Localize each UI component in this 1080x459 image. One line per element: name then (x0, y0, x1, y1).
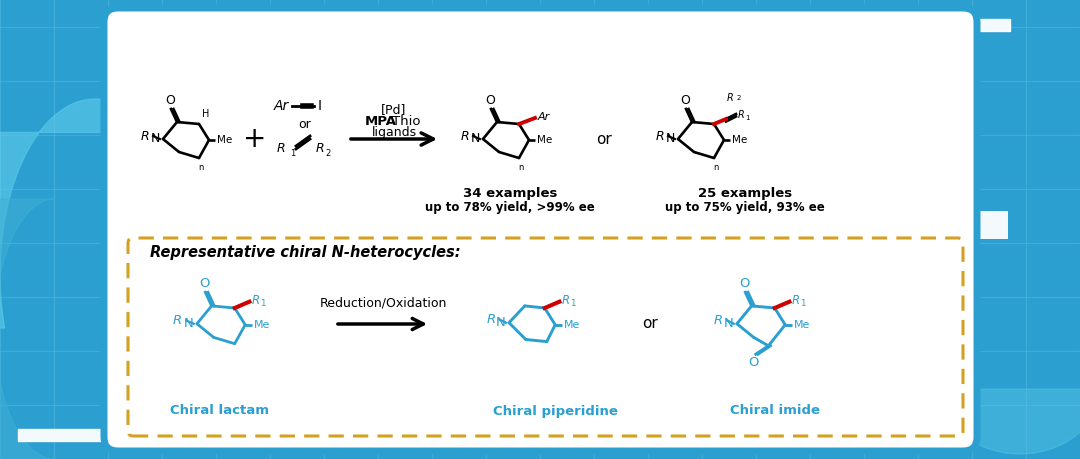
Text: I: I (318, 99, 322, 113)
Text: O: O (165, 94, 175, 107)
Text: Me: Me (217, 135, 232, 145)
Text: n: n (518, 163, 524, 172)
Text: Me: Me (254, 320, 270, 330)
Text: N: N (665, 133, 675, 146)
Text: 2: 2 (325, 149, 330, 157)
Text: Ar: Ar (273, 99, 289, 113)
Text: R: R (316, 141, 325, 155)
Text: R: R (460, 129, 469, 142)
Text: 34 examples: 34 examples (463, 187, 557, 201)
Bar (968, 211, 1008, 239)
Text: Representative chiral N-heterocycles:: Representative chiral N-heterocycles: (150, 245, 461, 259)
Text: ligands: ligands (372, 126, 417, 139)
Text: [Pd]: [Pd] (381, 103, 407, 116)
Text: Chiral piperidine: Chiral piperidine (492, 404, 618, 418)
Text: R: R (727, 93, 733, 103)
Text: up to 78% yield, >99% ee: up to 78% yield, >99% ee (426, 202, 595, 214)
Text: Thio: Thio (392, 115, 420, 128)
Text: R: R (276, 141, 285, 155)
Text: O: O (485, 94, 495, 107)
Text: R: R (140, 129, 149, 142)
Text: Chiral imide: Chiral imide (730, 404, 820, 418)
Text: O: O (199, 277, 210, 290)
Text: 25 examples: 25 examples (698, 187, 792, 201)
Text: R: R (486, 313, 496, 326)
Text: MPA: MPA (365, 115, 397, 128)
Text: or: or (596, 131, 612, 146)
Text: 1: 1 (745, 115, 750, 121)
Polygon shape (940, 389, 1080, 454)
Text: R: R (173, 314, 183, 327)
Text: or: or (643, 317, 658, 331)
FancyBboxPatch shape (129, 238, 963, 436)
Text: +: + (243, 125, 267, 153)
Text: or: or (299, 118, 311, 130)
Text: R: R (714, 314, 724, 327)
Polygon shape (0, 199, 55, 459)
Text: 1: 1 (260, 299, 266, 308)
Text: Reduction/Oxidation: Reduction/Oxidation (320, 296, 447, 309)
Text: Chiral lactam: Chiral lactam (171, 404, 270, 418)
Text: R: R (656, 129, 664, 142)
Text: R: R (738, 110, 745, 120)
Text: Me: Me (564, 320, 580, 330)
Text: N: N (471, 133, 480, 146)
Text: R: R (562, 294, 569, 307)
Text: up to 75% yield, 93% ee: up to 75% yield, 93% ee (665, 202, 825, 214)
Text: Ar: Ar (538, 112, 550, 122)
Text: N: N (184, 317, 193, 330)
Text: 2: 2 (737, 95, 741, 101)
Text: n: n (713, 163, 718, 172)
Text: R: R (252, 294, 259, 307)
Text: O: O (748, 356, 759, 369)
Text: N: N (724, 317, 733, 330)
Text: Me: Me (537, 135, 552, 145)
FancyBboxPatch shape (104, 8, 977, 451)
Text: O: O (739, 277, 750, 290)
Text: Me: Me (732, 135, 747, 145)
Text: N: N (150, 133, 160, 146)
Text: 1: 1 (570, 299, 576, 308)
Text: N: N (496, 316, 505, 329)
Text: 1: 1 (800, 299, 806, 308)
Text: Me: Me (794, 320, 810, 330)
Polygon shape (0, 99, 151, 328)
Text: O: O (680, 94, 690, 107)
Text: R: R (792, 294, 799, 307)
Text: 1: 1 (291, 149, 295, 157)
Text: n: n (199, 163, 204, 172)
Text: H: H (202, 109, 210, 119)
